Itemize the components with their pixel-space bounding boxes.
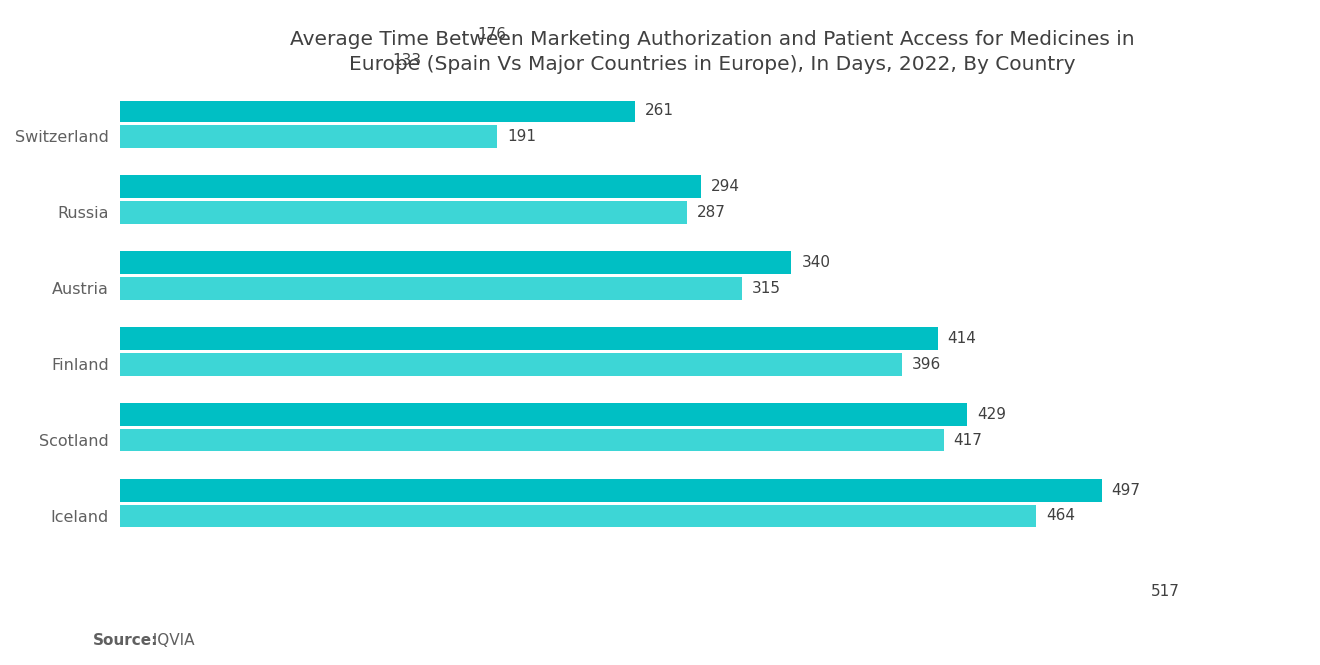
Text: 517: 517 bbox=[1151, 585, 1180, 599]
Bar bbox=[120, 429, 944, 452]
Title: Average Time Between Marketing Authorization and Patient Access for Medicines in: Average Time Between Marketing Authoriza… bbox=[290, 30, 1135, 74]
Bar bbox=[120, 99, 635, 122]
Text: 417: 417 bbox=[953, 432, 982, 448]
Text: Source:: Source: bbox=[92, 633, 158, 648]
Text: 287: 287 bbox=[697, 205, 726, 219]
Bar bbox=[120, 581, 1140, 603]
Text: 497: 497 bbox=[1111, 483, 1140, 497]
Bar bbox=[120, 403, 968, 426]
Text: 191: 191 bbox=[507, 129, 536, 144]
Bar bbox=[120, 23, 467, 46]
Bar bbox=[120, 352, 902, 376]
Bar bbox=[120, 125, 498, 148]
Bar bbox=[120, 49, 383, 72]
Text: 176: 176 bbox=[478, 27, 507, 42]
Text: 429: 429 bbox=[977, 407, 1006, 422]
Bar bbox=[120, 201, 686, 223]
Text: 340: 340 bbox=[801, 255, 830, 270]
Text: 414: 414 bbox=[948, 331, 977, 346]
Bar bbox=[120, 277, 742, 299]
Bar bbox=[120, 479, 1102, 501]
Text: 294: 294 bbox=[710, 179, 739, 194]
Bar bbox=[120, 175, 701, 198]
Text: 315: 315 bbox=[752, 281, 781, 296]
Text: 261: 261 bbox=[645, 103, 675, 118]
Text: 133: 133 bbox=[392, 53, 421, 68]
Bar bbox=[120, 251, 792, 274]
Text: 396: 396 bbox=[912, 356, 941, 372]
Bar bbox=[120, 327, 937, 350]
Bar bbox=[120, 505, 1036, 527]
Text: IQVIA: IQVIA bbox=[143, 633, 194, 648]
Text: 464: 464 bbox=[1047, 509, 1076, 523]
